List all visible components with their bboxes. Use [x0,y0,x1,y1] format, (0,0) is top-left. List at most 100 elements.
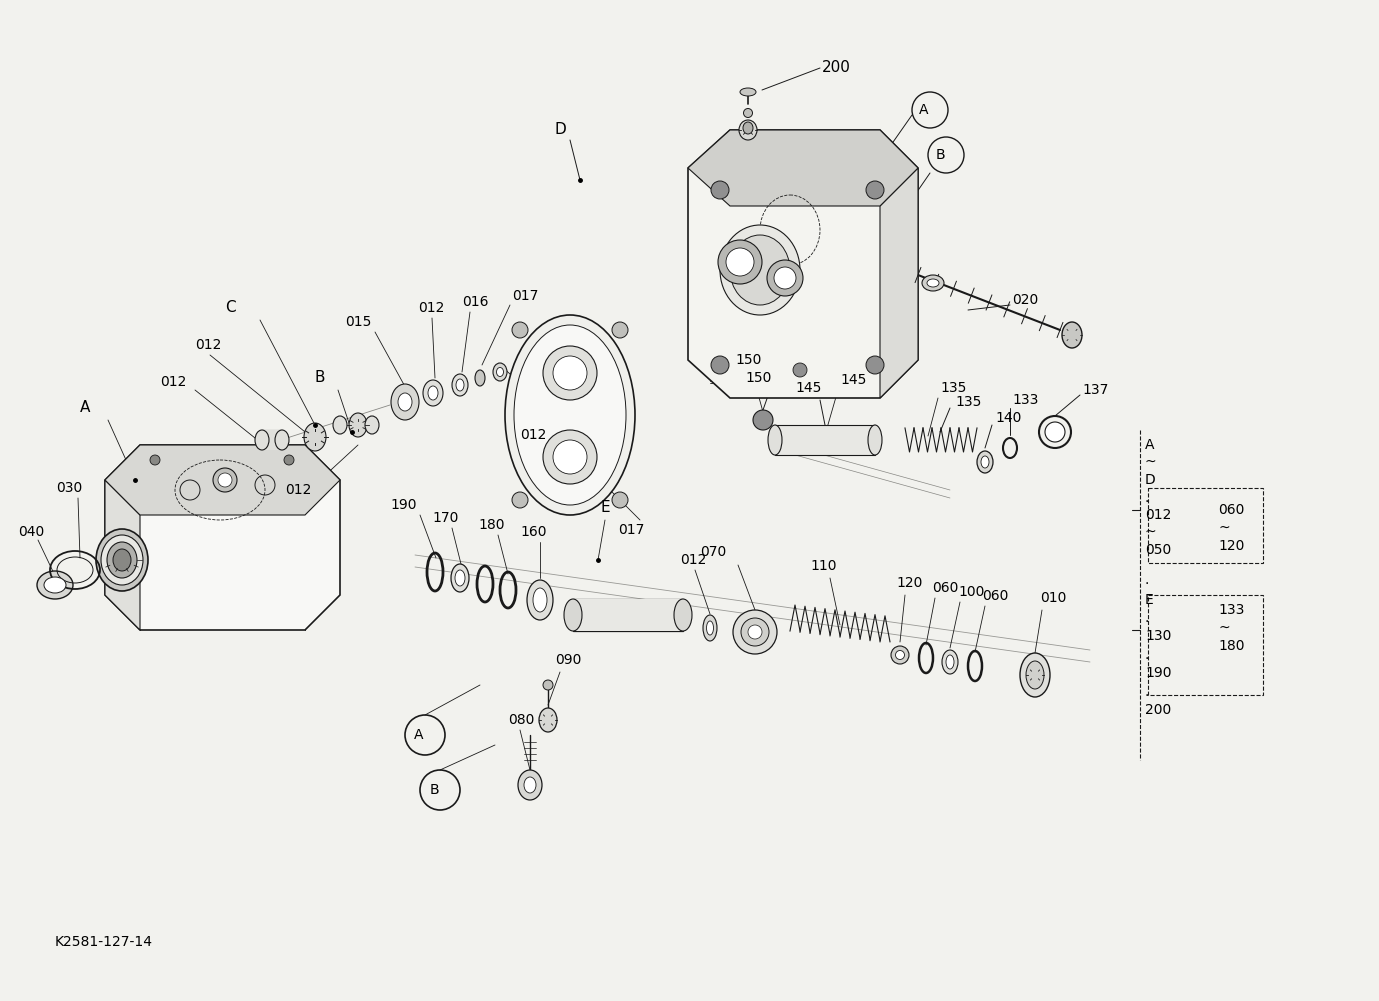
Text: .: . [1145,611,1149,625]
Text: C: C [225,300,236,315]
Polygon shape [105,445,341,630]
Ellipse shape [108,542,137,578]
Ellipse shape [564,599,582,631]
Text: B: B [429,783,439,797]
Ellipse shape [674,599,692,631]
Circle shape [793,363,807,377]
Ellipse shape [494,363,507,381]
Text: 180: 180 [479,518,505,532]
Circle shape [866,356,884,374]
Circle shape [753,410,774,430]
Text: D: D [554,122,567,137]
Text: 016: 016 [462,295,488,309]
Ellipse shape [524,777,536,793]
Text: 133: 133 [1218,603,1244,617]
Text: 012: 012 [680,553,706,567]
Text: 200: 200 [1145,703,1171,717]
Polygon shape [688,130,918,206]
Circle shape [712,181,729,199]
Ellipse shape [365,416,379,434]
Text: 133: 133 [1012,393,1038,407]
Ellipse shape [44,577,66,593]
Ellipse shape [1026,661,1044,689]
Text: 145: 145 [840,373,866,387]
Text: 080: 080 [507,713,535,727]
Ellipse shape [729,235,790,305]
Text: 190: 190 [390,498,416,512]
Text: 060: 060 [932,581,958,595]
Circle shape [150,455,160,465]
Bar [1147,595,1263,695]
Text: 017: 017 [618,523,644,537]
Text: B: B [314,370,325,385]
Ellipse shape [519,770,542,800]
Ellipse shape [942,650,958,674]
Circle shape [284,455,294,465]
Ellipse shape [891,646,909,664]
Ellipse shape [451,564,469,592]
Ellipse shape [895,651,905,660]
Ellipse shape [1062,322,1083,348]
Circle shape [774,267,796,289]
Circle shape [512,322,528,338]
Ellipse shape [303,423,325,451]
Ellipse shape [452,374,467,396]
Text: 180: 180 [1218,639,1244,653]
Ellipse shape [553,356,587,390]
Ellipse shape [1020,653,1049,697]
Text: 012: 012 [160,375,186,389]
Text: ~: ~ [1145,525,1157,539]
Text: 050: 050 [1145,543,1171,557]
Ellipse shape [743,108,753,117]
Polygon shape [105,445,341,515]
Text: ~: ~ [1218,621,1230,635]
Ellipse shape [456,379,463,391]
Text: 060: 060 [1218,503,1244,517]
Text: 030: 030 [57,481,83,495]
Text: 110: 110 [809,559,837,573]
Ellipse shape [423,380,443,406]
Ellipse shape [741,88,756,96]
Ellipse shape [543,346,597,400]
Circle shape [612,492,627,508]
Text: 137: 137 [1083,383,1109,397]
Text: 012: 012 [520,428,546,442]
Text: D: D [1145,473,1156,487]
Text: A: A [80,400,91,415]
Circle shape [725,248,754,276]
Text: B: B [935,148,945,162]
Ellipse shape [37,571,73,599]
Text: 015: 015 [345,315,371,329]
Text: .: . [1145,685,1149,699]
Text: 160: 160 [520,525,546,539]
Text: 120: 120 [896,576,923,590]
Bar [262,430,281,450]
Text: 130: 130 [1145,629,1171,643]
Text: 145: 145 [796,381,822,395]
Text: 012: 012 [285,483,312,497]
Text: 135: 135 [940,381,967,395]
Text: 120: 120 [1218,539,1244,553]
Ellipse shape [505,315,634,515]
Ellipse shape [553,440,587,474]
Circle shape [1045,422,1065,442]
Text: 200: 200 [822,60,851,75]
Ellipse shape [427,386,439,400]
Text: 135: 135 [956,395,982,409]
Circle shape [612,322,627,338]
Ellipse shape [113,549,131,571]
Ellipse shape [980,456,989,468]
Text: 150: 150 [735,353,761,367]
Ellipse shape [255,430,269,450]
Bar [1147,488,1263,563]
Ellipse shape [349,413,367,437]
Circle shape [212,468,237,492]
Circle shape [767,260,803,296]
Ellipse shape [743,122,753,134]
Polygon shape [688,130,918,398]
Text: E: E [1145,593,1154,607]
Circle shape [512,492,528,508]
Ellipse shape [514,325,626,505]
Text: A: A [414,728,423,742]
Text: 040: 040 [18,525,44,539]
